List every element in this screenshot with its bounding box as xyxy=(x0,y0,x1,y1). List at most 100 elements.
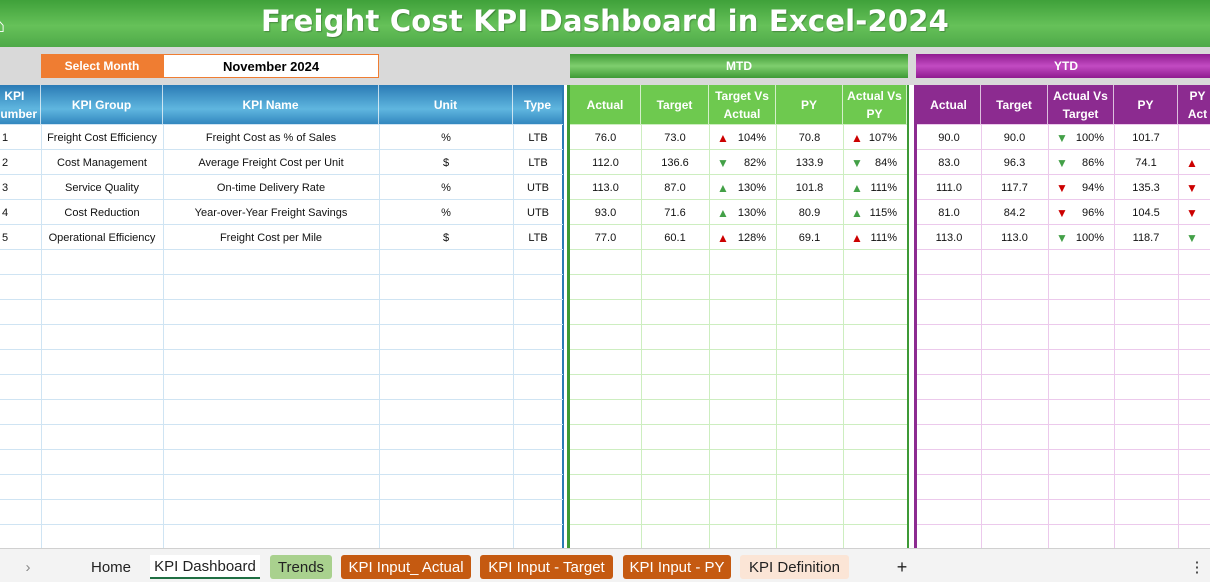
up-arrow-icon: ▲ xyxy=(717,180,729,195)
mtd-section-header: MTD xyxy=(570,54,908,78)
tab-home[interactable]: Home xyxy=(90,558,131,576)
grid-line xyxy=(0,524,563,525)
grid-line xyxy=(570,474,907,475)
grid-line xyxy=(641,125,642,548)
ytd-py-cell: 74.1 xyxy=(1135,156,1157,169)
mtd-target-vs-actual-cell: ▼ 82% xyxy=(709,150,776,175)
tab-kpi-dashboard[interactable]: KPI Dashboard xyxy=(150,555,260,579)
up-arrow-icon: ▲ xyxy=(851,230,863,245)
tab-trends[interactable]: Trends xyxy=(270,555,332,579)
ytd-py-vs-actual-cell: ▼ xyxy=(1178,225,1210,250)
up-arrow-icon: ▲ xyxy=(717,230,729,245)
sheet-tabs-bar: › Home KPI Dashboard Trends KPI Input_ A… xyxy=(0,548,1210,582)
ytd-target-cell: 96.3 xyxy=(1003,156,1026,169)
home-icon[interactable]: ⌂ xyxy=(0,12,5,38)
grid-line xyxy=(917,499,1210,500)
ytd-actual-vs-target-cell: ▼ 86% xyxy=(1048,150,1114,175)
grid-line xyxy=(570,449,907,450)
ytd-left-border xyxy=(914,85,917,548)
kpi-number-cell: 1 xyxy=(1,131,9,144)
grid-line xyxy=(0,349,563,350)
mtd-target-cell: 136.6 xyxy=(661,156,689,169)
grid-line xyxy=(570,324,907,325)
mtd-target-cell: 87.0 xyxy=(664,181,686,194)
grid-line xyxy=(0,199,563,200)
grid-line xyxy=(981,125,982,548)
mtd-right-border xyxy=(907,85,909,548)
ytd-target-cell: 113.0 xyxy=(1001,231,1028,244)
ytd-py-cell: 104.5 xyxy=(1132,206,1160,219)
ytd-target-cell: 117.7 xyxy=(1001,181,1028,194)
mtd-actual-vs-py-cell: ▲ 115% xyxy=(843,200,907,225)
type-cell: UTB xyxy=(527,181,549,194)
title-bar: ⌂ Freight Cost KPI Dashboard in Excel-20… xyxy=(0,0,1210,47)
percent-value: 94% xyxy=(1081,181,1104,194)
ytd-actual-cell: 90.0 xyxy=(938,131,960,144)
tab-kpi-input-target[interactable]: KPI Input - Target xyxy=(480,555,613,579)
kpi-group-cell: Operational Efficiency xyxy=(48,231,156,244)
percent-value: 86% xyxy=(1081,156,1104,169)
mtd-actual-cell: 77.0 xyxy=(594,231,617,244)
grid-line xyxy=(0,449,563,450)
kpi-number-cell: 3 xyxy=(1,181,9,194)
ytd-actual-vs-target-cell: ▼ 100% xyxy=(1048,125,1114,150)
grid-line xyxy=(917,324,1210,325)
kpi-number-cell: 5 xyxy=(1,231,9,244)
up-arrow-icon: ▲ xyxy=(851,130,863,145)
grid-line xyxy=(570,349,907,350)
tab-kpi-input-py[interactable]: KPI Input - PY xyxy=(623,555,731,579)
grid-line xyxy=(709,125,710,548)
grid-line xyxy=(0,374,563,375)
kpi-group-cell: Service Quality xyxy=(65,181,139,194)
ytd-actual-vs-target-cell: ▼ 96% xyxy=(1048,200,1114,225)
mtd-py-cell: 80.9 xyxy=(798,206,821,219)
grid-line xyxy=(570,249,907,250)
grid-line xyxy=(917,524,1210,525)
header-ytd-actual: Actual xyxy=(917,85,981,125)
header-mtd-tva: Target Vs Actual xyxy=(709,85,776,125)
grid-line xyxy=(570,124,907,125)
mtd-actual-cell: 76.0 xyxy=(594,131,617,144)
type-cell: LTB xyxy=(528,131,548,144)
header-mtd-target: Target xyxy=(641,85,709,125)
mtd-target-cell: 73.0 xyxy=(664,131,686,144)
ytd-actual-cell: 81.0 xyxy=(938,206,960,219)
more-options-icon[interactable]: ⋮ xyxy=(1189,559,1205,576)
scroll-tabs-right-icon[interactable]: › xyxy=(25,558,31,576)
grid-line xyxy=(1048,125,1049,548)
header-kpi-number: KPI Number xyxy=(0,85,41,125)
ytd-actual-cell: 113.0 xyxy=(935,231,963,244)
left-table-border xyxy=(562,85,564,548)
month-dropdown[interactable]: November 2024 xyxy=(163,54,379,78)
kpi-name-cell: On-time Delivery Rate xyxy=(216,181,326,194)
tab-kpi-definition[interactable]: KPI Definition xyxy=(740,555,849,579)
mtd-left-border xyxy=(567,85,570,548)
unit-cell: $ xyxy=(442,231,450,244)
mtd-py-cell: 69.1 xyxy=(798,231,821,244)
kpi-name-cell: Freight Cost per Mile xyxy=(219,231,323,244)
grid-line xyxy=(917,299,1210,300)
ytd-target-cell: 90.0 xyxy=(1003,131,1026,144)
grid-line xyxy=(917,474,1210,475)
percent-value: 96% xyxy=(1081,206,1104,219)
grid-line xyxy=(776,125,777,548)
grid-line xyxy=(0,124,563,125)
percent-value: 100% xyxy=(1075,131,1104,144)
grid-line xyxy=(41,125,42,548)
percent-value: 130% xyxy=(737,181,766,194)
mtd-actual-cell: 113.0 xyxy=(592,181,619,194)
add-sheet-button[interactable]: + xyxy=(896,556,908,577)
percent-value: 100% xyxy=(1075,231,1104,244)
mtd-target-vs-actual-cell: ▲ 128% xyxy=(709,225,776,250)
grid-line xyxy=(0,174,563,175)
ytd-actual-vs-target-cell: ▼ 100% xyxy=(1048,225,1114,250)
grid-line xyxy=(917,124,1210,125)
down-arrow-icon: ▼ xyxy=(851,155,863,170)
down-arrow-icon: ▼ xyxy=(1056,130,1068,145)
percent-value: 115% xyxy=(869,206,897,219)
type-cell: LTB xyxy=(528,156,548,169)
grid-line xyxy=(843,125,844,548)
header-kpi-name: KPI Name xyxy=(163,85,379,125)
up-arrow-icon: ▲ xyxy=(717,130,729,145)
tab-kpi-input-actual[interactable]: KPI Input_ Actual xyxy=(341,555,471,579)
